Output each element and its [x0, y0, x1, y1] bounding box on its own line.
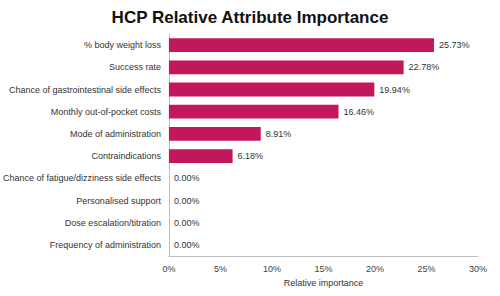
svg-text:8.91%: 8.91%	[266, 129, 292, 139]
svg-text:0.00%: 0.00%	[174, 196, 200, 206]
svg-text:Frequency of administration: Frequency of administration	[50, 240, 161, 250]
svg-text:0.00%: 0.00%	[174, 240, 200, 250]
svg-text:10%: 10%	[263, 264, 281, 274]
svg-text:HCP Relative Attribute Importa: HCP Relative Attribute Importance	[112, 8, 389, 27]
svg-text:25%: 25%	[417, 264, 435, 274]
svg-text:0.00%: 0.00%	[174, 218, 200, 228]
svg-text:Monthly out-of-pocket costs: Monthly out-of-pocket costs	[51, 107, 162, 117]
svg-text:5%: 5%	[214, 264, 227, 274]
svg-text:25.73%: 25.73%	[439, 40, 470, 50]
svg-text:6.18%: 6.18%	[238, 151, 264, 161]
svg-text:Success rate: Success rate	[109, 62, 161, 72]
svg-text:16.46%: 16.46%	[344, 107, 375, 117]
svg-text:Dose escalation/titration: Dose escalation/titration	[65, 218, 161, 228]
svg-text:30%: 30%	[469, 264, 487, 274]
svg-text:19.94%: 19.94%	[379, 85, 410, 95]
svg-text:Chance of gastrointestinal sid: Chance of gastrointestinal side effects	[9, 85, 161, 95]
svg-text:Chance of fatigue/dizziness si: Chance of fatigue/dizziness side effects	[3, 173, 161, 183]
svg-text:0.00%: 0.00%	[174, 173, 200, 183]
svg-text:15%: 15%	[314, 264, 332, 274]
svg-text:% body weight loss: % body weight loss	[84, 40, 162, 50]
svg-text:Relative importance: Relative importance	[284, 278, 364, 288]
svg-text:Contraindications: Contraindications	[91, 151, 161, 161]
svg-text:22.78%: 22.78%	[409, 62, 440, 72]
svg-text:0%: 0%	[162, 264, 175, 274]
svg-text:20%: 20%	[366, 264, 384, 274]
svg-text:Personalised support: Personalised support	[76, 196, 161, 206]
svg-text:Mode of administration: Mode of administration	[70, 129, 161, 139]
